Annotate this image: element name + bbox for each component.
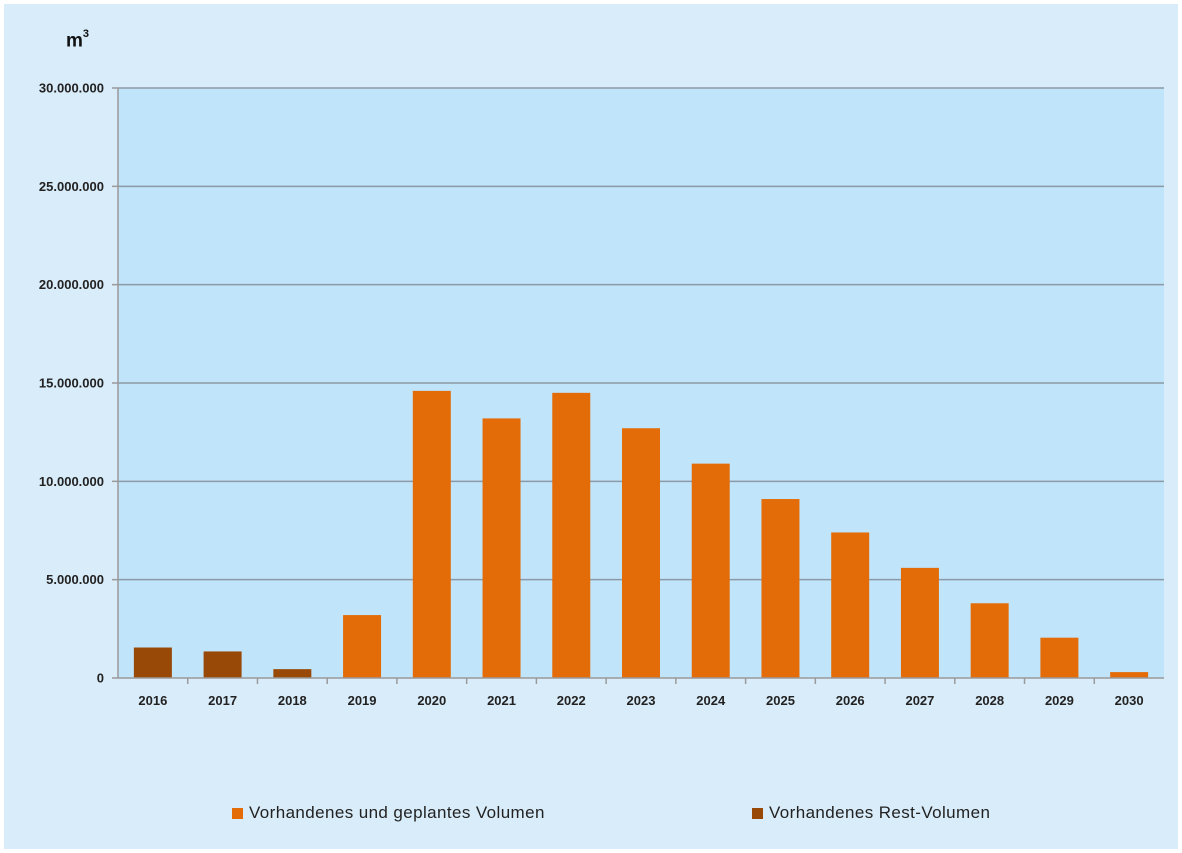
legend-item-rest-volumen: Vorhandenes Rest-Volumen <box>752 801 990 825</box>
x-tick-label: 2021 <box>487 693 516 708</box>
y-axis-ticks: 0 5.000.000 10.000.000 15.000.000 20.000.000… <box>39 81 118 686</box>
x-tick-label: 2023 <box>627 693 656 708</box>
bar-2029 <box>1040 637 1079 678</box>
y-tick-label: 30.000.000 <box>39 81 104 96</box>
x-tick-label: 2027 <box>905 693 934 708</box>
legend-label-geplantes-volumen: Vorhandenes und geplantes Volumen <box>249 803 545 822</box>
x-tick-label: 2019 <box>348 693 377 708</box>
x-tick-label: 2016 <box>138 693 167 708</box>
bar-2018 <box>273 669 312 678</box>
y-tick-label: 15.000.000 <box>39 376 104 391</box>
bar-2022 <box>552 392 591 678</box>
bar-2025 <box>761 499 800 678</box>
bars <box>133 390 1149 678</box>
bar-2023 <box>622 428 660 678</box>
bar-2028 <box>970 603 1009 678</box>
x-tick-label: 2030 <box>1115 693 1144 708</box>
bar-2024 <box>691 463 730 678</box>
bar-2021 <box>482 418 521 678</box>
x-tick-label: 2017 <box>208 693 237 708</box>
y-axis-unit-exponent: 3 <box>82 28 90 40</box>
y-axis-unit-label: m3 <box>66 28 90 52</box>
bar-2026 <box>831 532 870 678</box>
bar-2030 <box>1110 672 1149 678</box>
x-tick-label: 2024 <box>696 693 726 708</box>
x-axis-ticks: 2016 2017 2018 2019 2020 2021 2022 2023 2024 2025… <box>138 678 1144 708</box>
bar-2017 <box>203 651 242 678</box>
y-tick-label: 0 <box>97 671 104 686</box>
x-tick-label: 2022 <box>557 693 586 708</box>
y-axis-unit: m <box>66 30 83 52</box>
bar-2027 <box>900 567 939 678</box>
legend-swatch-brown <box>752 807 763 819</box>
x-tick-label: 2026 <box>836 693 865 708</box>
y-tick-label: 25.000.000 <box>39 179 104 194</box>
bar-2020 <box>412 390 451 678</box>
bar-2016 <box>133 647 172 678</box>
bar-2019 <box>343 615 382 678</box>
y-tick-label: 5.000.000 <box>46 572 104 587</box>
y-tick-label: 20.000.000 <box>39 277 104 292</box>
legend-label-rest-volumen: Vorhandenes Rest-Volumen <box>769 803 991 822</box>
x-tick-label: 2020 <box>417 693 446 708</box>
legend-swatch-orange <box>232 807 243 819</box>
x-tick-label: 2029 <box>1045 693 1074 708</box>
legend-item-geplantes-volumen: Vorhandenes und geplantes Volumen <box>232 801 545 825</box>
y-tick-label: 10.000.000 <box>39 474 104 489</box>
x-tick-label: 2028 <box>975 693 1004 708</box>
x-tick-label: 2025 <box>766 693 795 708</box>
x-tick-label: 2018 <box>278 693 307 708</box>
